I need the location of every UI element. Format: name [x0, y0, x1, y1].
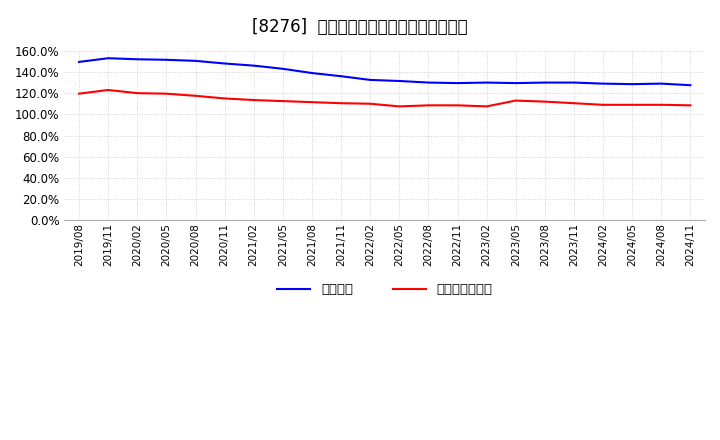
- 固定長期適合率: [541, 99, 549, 104]
- 固定長期適合率: [279, 99, 287, 104]
- 固定比率: [104, 55, 112, 61]
- 固定比率: [192, 58, 200, 63]
- 固定長期適合率: [657, 102, 666, 107]
- Legend: 固定比率, 固定長期適合率: 固定比率, 固定長期適合率: [272, 278, 498, 302]
- 固定比率: [482, 80, 491, 85]
- 固定長期適合率: [482, 104, 491, 109]
- 固定長期適合率: [220, 96, 229, 101]
- 固定比率: [570, 80, 578, 85]
- 固定比率: [220, 61, 229, 66]
- 固定比率: [686, 83, 695, 88]
- 固定比率: [599, 81, 608, 86]
- 固定長期適合率: [511, 98, 520, 103]
- 固定長期適合率: [395, 104, 404, 109]
- 固定比率: [424, 80, 433, 85]
- 固定比率: [395, 78, 404, 84]
- 固定長期適合率: [249, 97, 258, 103]
- 固定長期適合率: [307, 99, 316, 105]
- 固定長期適合率: [337, 101, 346, 106]
- 固定長期適合率: [366, 101, 374, 106]
- 固定長期適合率: [192, 93, 200, 99]
- 固定比率: [366, 77, 374, 83]
- 固定長期適合率: [75, 91, 84, 96]
- 固定比率: [511, 81, 520, 86]
- 固定比率: [337, 73, 346, 79]
- 固定長期適合率: [686, 103, 695, 108]
- 固定長期適合率: [424, 103, 433, 108]
- Text: [8276]  固定比率、固定長期適合率の推移: [8276] 固定比率、固定長期適合率の推移: [252, 18, 468, 36]
- 固定比率: [657, 81, 666, 86]
- 固定長期適合率: [570, 101, 578, 106]
- 固定比率: [628, 81, 636, 87]
- 固定比率: [75, 59, 84, 65]
- 固定比率: [541, 80, 549, 85]
- 固定長期適合率: [599, 102, 608, 107]
- 固定長期適合率: [628, 102, 636, 107]
- 固定長期適合率: [133, 91, 142, 96]
- 固定長期適合率: [453, 103, 462, 108]
- 固定比率: [279, 66, 287, 71]
- 固定比率: [133, 57, 142, 62]
- 固定長期適合率: [162, 91, 171, 96]
- 固定比率: [453, 81, 462, 86]
- 固定比率: [307, 70, 316, 76]
- 固定比率: [249, 63, 258, 68]
- Line: 固定比率: 固定比率: [79, 58, 690, 85]
- 固定長期適合率: [104, 87, 112, 92]
- Line: 固定長期適合率: 固定長期適合率: [79, 90, 690, 106]
- 固定比率: [162, 57, 171, 62]
